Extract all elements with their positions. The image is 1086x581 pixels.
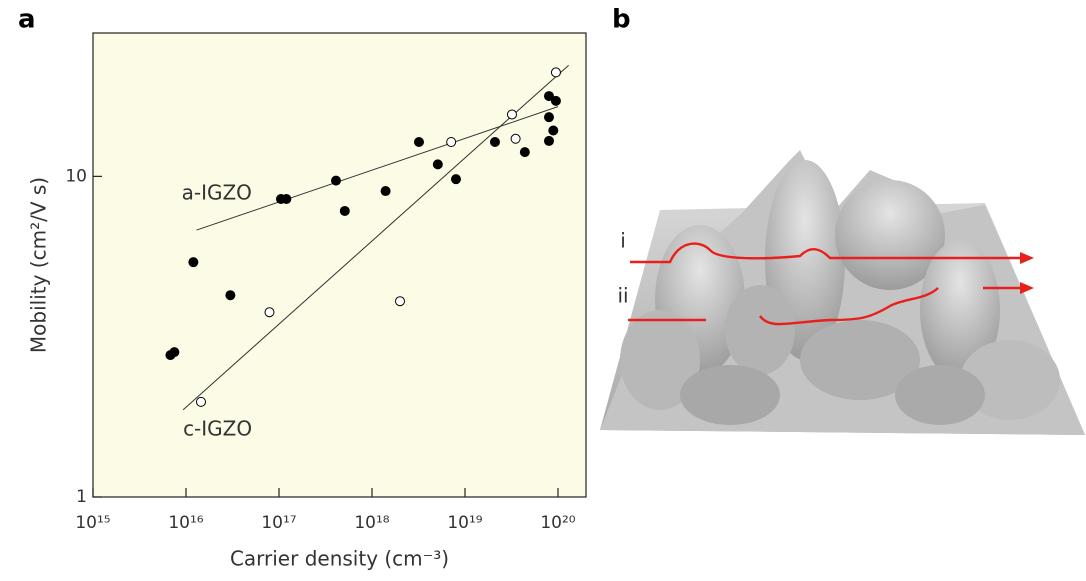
- x-tick-label: 10¹⁸: [354, 513, 389, 533]
- plot-area: [92, 32, 587, 498]
- fit-line: [196, 106, 559, 231]
- x-tick-label: 10¹⁷: [261, 513, 296, 533]
- x-tick-label: 10¹⁵: [75, 513, 110, 533]
- panel-label: a: [18, 5, 36, 35]
- data-point: [543, 112, 554, 123]
- x-tick-label: 10¹⁶: [168, 513, 203, 533]
- fit-line: [182, 64, 569, 411]
- conduction-path: [628, 286, 1025, 326]
- y-tick-label: 10: [65, 166, 87, 186]
- data-point: [550, 95, 561, 106]
- data-point: [196, 396, 207, 407]
- data-point: [380, 186, 391, 197]
- data-point: [225, 290, 236, 301]
- y-axis-label: Mobility (cm²/V s): [27, 177, 51, 353]
- x-tick-label: 10²⁰: [540, 513, 575, 533]
- line-label: c-IGZO: [183, 416, 252, 440]
- data-point: [330, 175, 341, 186]
- data-point: [339, 205, 350, 216]
- data-point: [543, 91, 554, 102]
- x-axis-label: Carrier density (cm⁻³): [230, 547, 449, 571]
- data-point: [450, 174, 461, 185]
- data-point: [550, 67, 561, 78]
- panel-label: b: [612, 5, 631, 35]
- arrow-head: [1020, 252, 1034, 264]
- data-point: [519, 147, 530, 158]
- line-label: a-IGZO: [182, 181, 252, 205]
- data-point: [510, 133, 521, 144]
- data-point: [394, 296, 405, 307]
- y-tick-label: 1: [76, 487, 87, 507]
- data-point: [413, 136, 424, 147]
- data-point: [543, 135, 554, 146]
- data-point: [169, 347, 180, 358]
- path-label: i: [620, 229, 626, 253]
- conduction-paths: iii: [617, 229, 1034, 326]
- data-point: [548, 125, 559, 136]
- path-label: ii: [617, 284, 628, 308]
- data-point: [188, 257, 199, 268]
- data-point: [432, 159, 443, 170]
- data-point: [264, 307, 275, 318]
- conduction-path: [630, 242, 1025, 264]
- data-point: [446, 136, 457, 147]
- data-point: [281, 194, 292, 205]
- data-point: [506, 109, 517, 120]
- data-point: [489, 136, 500, 147]
- x-tick-label: 10¹⁹: [447, 513, 482, 533]
- arrow-head: [1020, 282, 1034, 294]
- terrain-surface: [600, 150, 1085, 435]
